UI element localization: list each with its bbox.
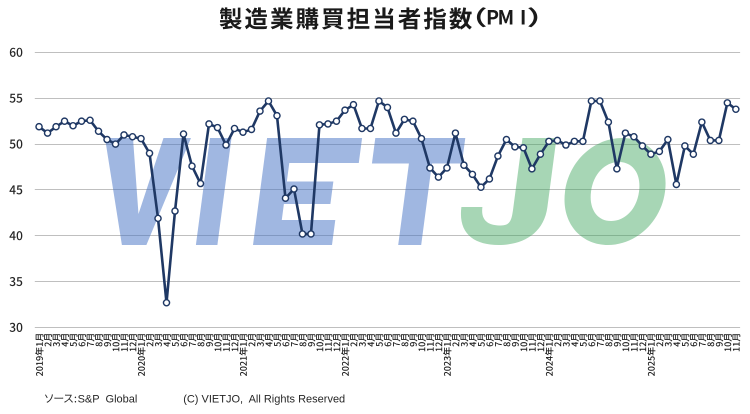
svg-text:S&P Global: S&P Global: [78, 393, 138, 405]
svg-text:(C) VIETJO, All Rights Reserv: (C) VIETJO, All Rights Reserved: [183, 393, 345, 405]
